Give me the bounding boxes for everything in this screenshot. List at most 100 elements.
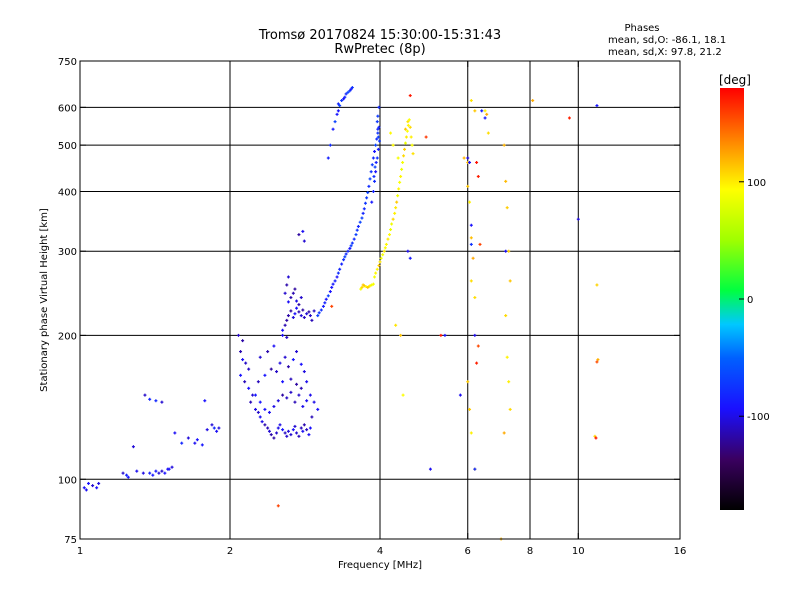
echo-point <box>379 256 383 260</box>
echo-point <box>394 206 398 210</box>
echo-point <box>344 92 348 96</box>
echo-point <box>125 473 129 477</box>
colorbar-tick-label: -100 <box>747 412 770 423</box>
echo-point <box>299 386 303 390</box>
echo-point <box>326 156 330 160</box>
echo-point <box>195 438 199 442</box>
echo-point <box>360 216 364 220</box>
echo-point <box>346 249 350 253</box>
echo-point <box>291 358 295 362</box>
y-tick-label: 300 <box>58 247 77 258</box>
echo-point <box>256 380 260 384</box>
echo-point <box>241 339 245 343</box>
echo-point <box>346 90 350 94</box>
echo-point <box>336 271 340 275</box>
echo-point <box>186 436 190 440</box>
echo-point <box>410 143 414 147</box>
echo-point <box>483 116 487 120</box>
echo-point <box>443 333 447 337</box>
echo-point <box>160 469 164 473</box>
echo-point <box>253 393 257 397</box>
echo-point <box>293 400 297 404</box>
echo-point <box>260 420 264 424</box>
x-tick-label: 16 <box>674 546 687 557</box>
echo-point <box>297 303 301 307</box>
echo-point <box>247 386 251 390</box>
echo-point <box>258 415 262 419</box>
echo-point <box>295 306 299 310</box>
echo-point <box>285 434 289 438</box>
echo-point <box>173 431 177 435</box>
echo-point <box>326 294 330 298</box>
echo-point <box>595 360 599 364</box>
echo-point <box>458 393 462 397</box>
echo-point <box>377 139 381 143</box>
echo-point <box>267 410 271 414</box>
echo-point <box>374 170 378 174</box>
echo-point <box>289 390 293 394</box>
echo-point <box>84 488 88 492</box>
echo-point <box>373 179 377 183</box>
echo-point <box>411 152 415 156</box>
colorbar-tick-label: 0 <box>747 295 753 306</box>
echo-point <box>350 241 354 245</box>
echo-point <box>126 475 130 479</box>
echo-point <box>403 147 407 151</box>
echo-point <box>356 224 360 228</box>
echo-point <box>376 135 380 139</box>
echo-point <box>388 233 392 237</box>
echo-point <box>289 377 293 381</box>
echo-point <box>143 393 147 397</box>
echo-point <box>285 283 289 287</box>
echo-point <box>266 350 270 354</box>
echo-point <box>319 308 323 312</box>
echo-point <box>203 399 207 403</box>
echo-point <box>293 287 297 291</box>
echo-point <box>276 399 280 403</box>
echo-point <box>462 156 466 160</box>
echo-point <box>272 436 276 440</box>
echo-point <box>373 149 377 153</box>
echo-point <box>276 504 280 508</box>
echo-point <box>291 315 295 319</box>
echo-point <box>504 179 508 183</box>
echo-point <box>258 355 262 359</box>
echo-point <box>281 328 285 332</box>
echo-point <box>475 160 479 164</box>
echo-point <box>305 312 309 316</box>
echo-point <box>399 333 403 337</box>
echo-point <box>316 407 320 411</box>
echo-point <box>299 426 303 430</box>
echo-point <box>86 481 90 485</box>
echo-point <box>340 262 344 266</box>
echo-point <box>403 127 407 131</box>
echo-point <box>362 284 366 288</box>
echo-point <box>365 196 369 200</box>
echo-point <box>366 191 370 195</box>
echo-point <box>368 177 372 181</box>
echo-point <box>473 467 477 471</box>
echo-point <box>243 380 247 384</box>
echo-point <box>330 304 334 308</box>
echo-point <box>308 393 312 397</box>
echo-point <box>291 428 295 432</box>
echo-point <box>338 104 342 108</box>
echo-point <box>281 380 285 384</box>
echo-point <box>269 433 273 437</box>
echo-point <box>297 233 301 237</box>
echo-point <box>371 282 375 286</box>
echo-point <box>299 296 303 300</box>
echo-point <box>374 160 378 164</box>
echo-point <box>297 310 301 314</box>
echo-point <box>170 465 174 469</box>
echo-point <box>297 434 301 438</box>
echo-point <box>476 344 480 348</box>
echo-point <box>212 426 216 430</box>
echo-point <box>475 361 479 365</box>
echo-point <box>439 333 443 337</box>
echo-point <box>468 160 472 164</box>
echo-point <box>360 285 364 289</box>
echo-point <box>330 285 334 289</box>
echo-point <box>151 473 155 477</box>
echo-point <box>180 441 184 445</box>
